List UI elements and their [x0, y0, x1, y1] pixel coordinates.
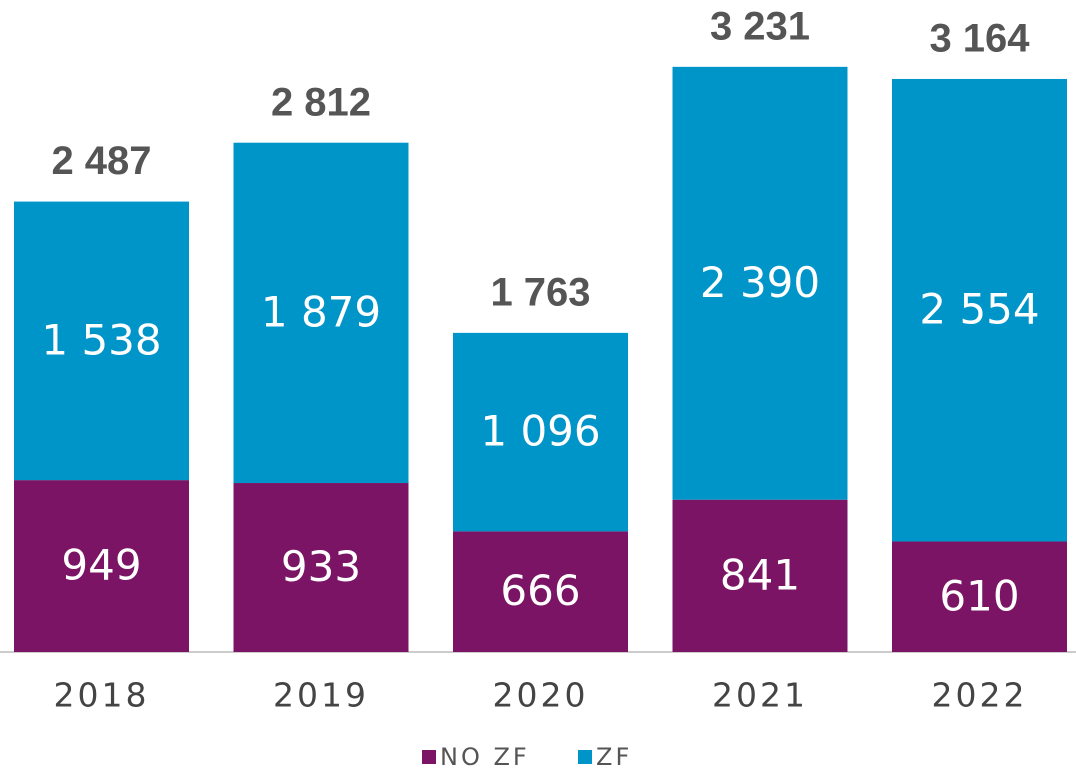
segment-label: 1 538	[41, 315, 161, 364]
segment-label: 841	[720, 550, 800, 599]
bar-segment	[892, 78, 1067, 542]
total-label: 2 812	[271, 80, 371, 124]
segment-label: 666	[500, 566, 580, 615]
bar-segment	[14, 201, 189, 481]
x-tick-label: 2021	[712, 676, 808, 715]
bar-segment	[453, 332, 628, 532]
bar-segment	[233, 142, 409, 484]
total-label: 1 763	[490, 270, 590, 314]
segment-label: 933	[281, 542, 361, 591]
legend-swatch	[422, 750, 436, 764]
segment-label: 610	[939, 571, 1019, 620]
bar-segment	[892, 541, 1067, 652]
bar-segment	[453, 531, 628, 652]
segment-label: 2 390	[700, 258, 820, 307]
legend-label: ZF	[596, 743, 632, 771]
x-tick-label: 2019	[273, 676, 369, 715]
bar-segment	[14, 480, 189, 652]
segment-label: 1 879	[261, 287, 381, 336]
bar-segment	[672, 66, 848, 500]
x-tick-label: 2022	[932, 676, 1028, 715]
bar-segment	[672, 499, 848, 652]
total-label: 3 164	[929, 17, 1030, 61]
legend-label: NO ZF	[440, 743, 530, 771]
total-label: 3 231	[710, 4, 810, 48]
x-tick-label: 2018	[54, 676, 150, 715]
segment-label: 949	[61, 541, 141, 590]
segment-label: 2 554	[919, 285, 1039, 334]
bar-segment	[233, 483, 409, 652]
legend-swatch	[578, 750, 592, 764]
total-label: 2 487	[51, 139, 151, 183]
x-tick-label: 2020	[493, 676, 589, 715]
segment-label: 1 096	[480, 407, 600, 456]
